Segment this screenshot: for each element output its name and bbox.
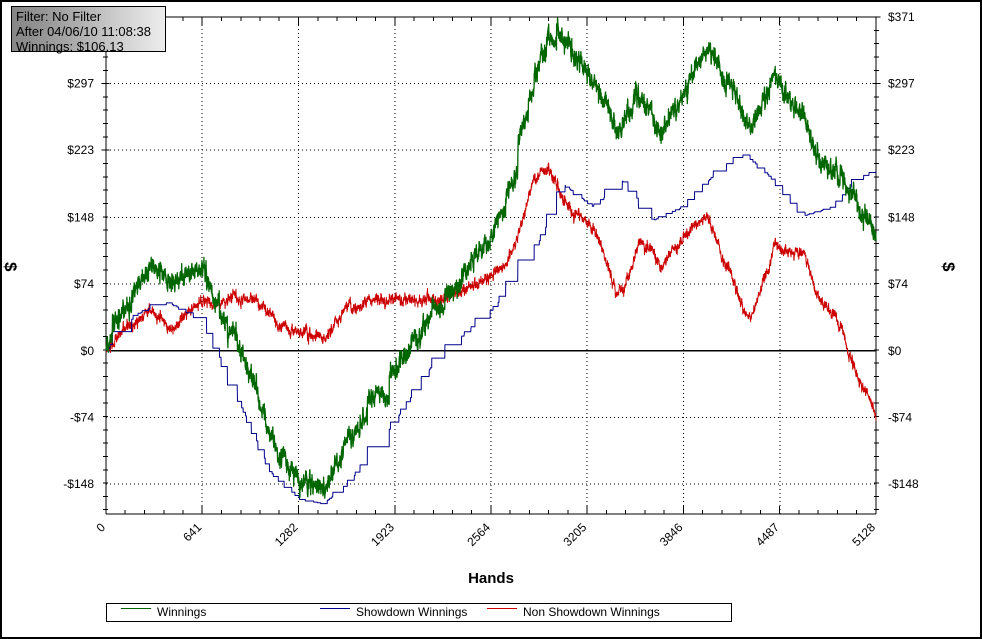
svg-text:$297: $297 bbox=[67, 77, 94, 91]
svg-text:$223: $223 bbox=[888, 143, 915, 157]
svg-text:$74: $74 bbox=[888, 277, 908, 291]
svg-text:3205: 3205 bbox=[561, 520, 590, 549]
svg-text:2564: 2564 bbox=[464, 520, 493, 549]
svg-text:641: 641 bbox=[180, 520, 204, 544]
svg-text:$371: $371 bbox=[888, 10, 915, 24]
svg-text:$0: $0 bbox=[888, 344, 902, 358]
svg-text:-$148: -$148 bbox=[63, 477, 94, 491]
svg-text:$0: $0 bbox=[81, 344, 95, 358]
svg-text:$148: $148 bbox=[67, 211, 94, 225]
svg-text:$297: $297 bbox=[888, 77, 915, 91]
svg-text:1282: 1282 bbox=[272, 520, 301, 549]
svg-text:-$74: -$74 bbox=[888, 410, 912, 424]
svg-text:5128: 5128 bbox=[849, 520, 878, 549]
svg-text:4487: 4487 bbox=[753, 520, 782, 549]
svg-text:$74: $74 bbox=[74, 277, 94, 291]
svg-text:$223: $223 bbox=[67, 143, 94, 157]
svg-text:0: 0 bbox=[93, 520, 108, 535]
svg-text:-$148: -$148 bbox=[888, 477, 919, 491]
svg-text:1923: 1923 bbox=[368, 520, 397, 549]
svg-text:3846: 3846 bbox=[657, 520, 686, 549]
svg-text:$148: $148 bbox=[888, 211, 915, 225]
svg-text:-$74: -$74 bbox=[70, 410, 94, 424]
